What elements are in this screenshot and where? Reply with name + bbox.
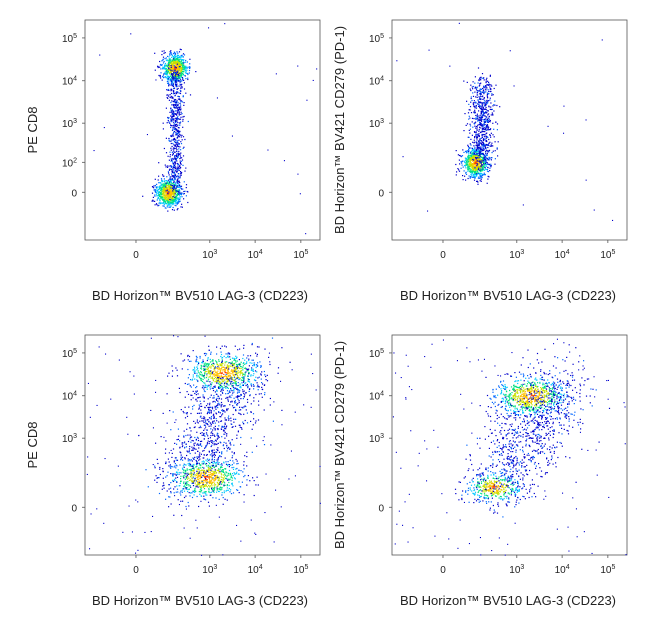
- y-tick-label: 104: [62, 76, 77, 88]
- y-tick-label: 103: [62, 433, 77, 445]
- y-tick-label: 0: [71, 188, 77, 199]
- y-tick-label: 105: [62, 348, 77, 360]
- x-tick-label: 0: [133, 565, 139, 576]
- y-tick-label: 105: [369, 348, 384, 360]
- plot-frame: [84, 334, 321, 556]
- x-tick-label: 104: [248, 564, 263, 576]
- y-tick-label: 102: [62, 157, 77, 169]
- x-axis-label: BD Horizon™ BV510 LAG-3 (CD223): [92, 288, 308, 303]
- plot-frame: [84, 19, 321, 241]
- events-top-left: [93, 23, 318, 235]
- x-tick-label: 0: [440, 565, 446, 576]
- y-tick-label: 103: [369, 118, 384, 130]
- plot-frame: [391, 334, 628, 556]
- y-tick-label: 0: [378, 503, 384, 514]
- y-tick-label: 104: [62, 391, 77, 403]
- x-axis-label: BD Horizon™ BV510 LAG-3 (CD223): [400, 288, 616, 303]
- y-tick-label: 103: [62, 118, 77, 130]
- panel-top-right: 0 103 104 105 0 103 104 105 BD Horizon™ BV510 LA…: [332, 19, 628, 303]
- plot-frame: [391, 19, 628, 241]
- x-tick-label: 105: [600, 249, 615, 261]
- x-tick-label: 104: [555, 249, 570, 261]
- x-tick-label: 0: [133, 250, 139, 261]
- x-tick-label: 103: [202, 564, 217, 576]
- x-tick-label: 103: [509, 564, 524, 576]
- x-tick-label: 105: [293, 249, 308, 261]
- y-axis-label: PE CD8: [25, 422, 40, 469]
- x-tick-label: 104: [555, 564, 570, 576]
- x-axis-label: BD Horizon™ BV510 LAG-3 (CD223): [92, 593, 308, 608]
- y-axis-label: PE CD8: [25, 107, 40, 154]
- y-tick-label: 103: [369, 433, 384, 445]
- y-tick-label: 104: [369, 76, 384, 88]
- x-tick-label: 103: [509, 249, 524, 261]
- x-tick-label: 103: [202, 249, 217, 261]
- y-tick-label: 105: [369, 33, 384, 45]
- panel-bottom-right: 0 103 104 105 0 103 104 105 BD Horizon™ BV510 LA…: [332, 334, 628, 608]
- x-tick-label: 105: [293, 564, 308, 576]
- x-tick-label: 105: [600, 564, 615, 576]
- y-axis-label: BD Horizon™ BV421 CD279 (PD-1): [332, 26, 347, 234]
- x-axis-label: BD Horizon™ BV510 LAG-3 (CD223): [400, 593, 616, 608]
- y-tick-label: 105: [62, 33, 77, 45]
- events-top-right: [396, 22, 614, 221]
- y-tick-label: 0: [71, 503, 77, 514]
- panel-top-left: 0 103 104 105 0 102 103 104 105 BD Horizon™ BV510…: [25, 19, 321, 303]
- y-tick-label: 0: [378, 188, 384, 199]
- events-bottom-right: [392, 338, 627, 556]
- events-bottom-left: [86, 335, 321, 556]
- x-tick-label: 0: [440, 250, 446, 261]
- y-axis-label: BD Horizon™ BV421 CD279 (PD-1): [332, 341, 347, 549]
- panel-bottom-left: 0 103 104 105 0 103 104 105 BD Horizon™ BV510 LA…: [25, 334, 321, 608]
- x-tick-label: 104: [248, 249, 263, 261]
- y-tick-label: 104: [369, 391, 384, 403]
